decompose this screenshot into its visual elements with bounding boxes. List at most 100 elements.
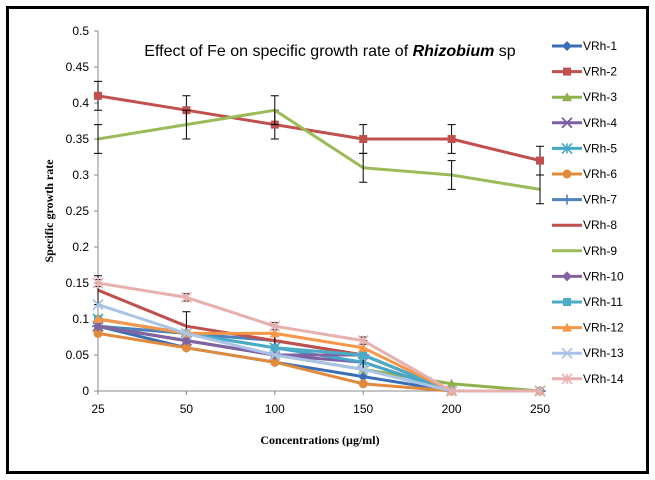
legend-label: VRh-4 xyxy=(583,116,617,130)
x-axis-title: Concentrations (µg/ml) xyxy=(260,433,379,447)
y-tick-label: 0.15 xyxy=(66,276,90,290)
x-marker xyxy=(561,117,573,129)
diamond-marker xyxy=(93,321,103,332)
legend-label: VRh-8 xyxy=(583,218,617,232)
y-tick-label: 0.35 xyxy=(66,132,90,146)
chart-frame xyxy=(6,6,649,474)
legend-label: VRh-11 xyxy=(583,295,623,309)
legend-label: VRh-9 xyxy=(583,244,617,258)
square-marker xyxy=(359,351,368,359)
error-bar xyxy=(447,160,456,190)
error-bar xyxy=(359,152,368,183)
legend-label: VRh-5 xyxy=(583,141,617,155)
square-marker xyxy=(563,298,571,306)
legend-label: VRh-14 xyxy=(583,372,624,386)
legend-item: VRh-6 xyxy=(552,167,617,181)
legend-item: VRh-4 xyxy=(552,116,617,130)
y-tick-label: 0.5 xyxy=(72,24,89,38)
legend-label: VRh-3 xyxy=(583,90,617,104)
legend-label: VRh-2 xyxy=(583,65,617,79)
square-marker xyxy=(447,135,456,143)
legend-item: VRh-3 xyxy=(552,90,617,104)
star-marker xyxy=(92,277,104,289)
diamond-marker xyxy=(181,335,192,346)
legend-item: VRh-11 xyxy=(552,295,623,309)
chart-title: Effect of Fe on specific growth rate of … xyxy=(144,43,515,60)
series-vrh-14 xyxy=(92,277,546,397)
y-tick-label: 0.25 xyxy=(66,204,90,218)
error-bar xyxy=(94,124,102,154)
y-axis-title: Specific growth rate xyxy=(42,159,56,263)
legend-item: VRh-14 xyxy=(552,372,624,386)
legend-item: VRh-1 xyxy=(552,39,617,53)
diamond-marker xyxy=(562,271,572,282)
y-tick-labels: 0 0.05 0.1 0.15 0.2 0.25 0.3 0.35 0.4 0.45 0.5 xyxy=(66,24,98,398)
error-bar xyxy=(536,174,544,205)
triangle-marker xyxy=(358,342,369,352)
series-line xyxy=(97,94,541,163)
error-bar xyxy=(270,95,279,126)
x-marker xyxy=(92,298,104,311)
legend-item: VRh-5 xyxy=(552,141,617,155)
triangle-marker xyxy=(562,92,572,102)
series-vrh-9 xyxy=(94,95,544,205)
triangle-marker xyxy=(93,314,103,323)
legend-label: VRh-6 xyxy=(583,167,617,181)
diamond-marker xyxy=(562,41,572,51)
legend-label: VRh-1 xyxy=(583,39,617,53)
star-marker xyxy=(180,291,192,303)
star-marker xyxy=(561,373,573,385)
diamond-marker xyxy=(358,371,369,382)
star-marker xyxy=(534,385,546,397)
x-tick-label: 25 xyxy=(91,402,105,416)
legend-item: VRh-9 xyxy=(552,244,617,258)
legend-item: VRh-10 xyxy=(552,269,624,283)
series-line xyxy=(97,281,540,393)
y-tick-label: 0 xyxy=(82,384,89,398)
star-marker xyxy=(269,320,281,332)
circle-marker xyxy=(562,169,572,179)
x-tick-label: 100 xyxy=(265,402,285,416)
legend-item: VRh-13 xyxy=(552,346,624,360)
series-line xyxy=(97,108,541,191)
legend-label: VRh-7 xyxy=(583,193,617,207)
square-marker xyxy=(94,91,102,100)
circle-marker xyxy=(181,343,191,353)
legend-label: VRh-12 xyxy=(583,321,624,335)
square-marker xyxy=(563,67,571,76)
x-marker xyxy=(561,347,573,359)
legend: VRh-1 VRh-2 VRh-3 VRh-4 VRh-5 VRh-6 VRh-7 VRh-8… xyxy=(552,39,624,386)
y-tick-label: 0.05 xyxy=(66,348,90,362)
legend-item: VRh-2 xyxy=(552,65,617,79)
triangle-marker xyxy=(269,328,280,338)
y-tick-label: 0.4 xyxy=(72,96,89,110)
error-bar xyxy=(182,109,191,140)
legend-label: VRh-10 xyxy=(583,269,624,283)
y-tick-label: 0.45 xyxy=(66,60,90,74)
y-tick-label: 0.3 xyxy=(72,168,89,182)
x-marker xyxy=(357,363,369,376)
square-marker xyxy=(536,156,544,165)
square-marker xyxy=(270,343,279,352)
x-tick-label: 150 xyxy=(353,402,373,416)
circle-marker xyxy=(358,379,368,389)
star-marker xyxy=(561,142,573,154)
legend-item: VRh-12 xyxy=(552,321,624,335)
legend-label: VRh-13 xyxy=(583,346,624,360)
square-marker xyxy=(359,135,368,143)
plus-marker xyxy=(561,194,573,205)
legend-item: VRh-7 xyxy=(552,193,617,207)
plot-area xyxy=(92,80,546,397)
x-tick-labels: 25 50 100 150 200 250 xyxy=(91,391,550,416)
x-tick-label: 200 xyxy=(442,402,462,416)
y-tick-label: 0.1 xyxy=(72,312,89,326)
triangle-marker xyxy=(562,322,572,332)
x-tick-label: 50 xyxy=(180,402,194,416)
circle-marker xyxy=(270,357,280,367)
x-tick-label: 250 xyxy=(530,402,550,416)
star-marker xyxy=(357,335,369,347)
triangle-marker xyxy=(446,378,457,388)
star-marker xyxy=(446,385,458,397)
x-marker xyxy=(180,327,193,340)
